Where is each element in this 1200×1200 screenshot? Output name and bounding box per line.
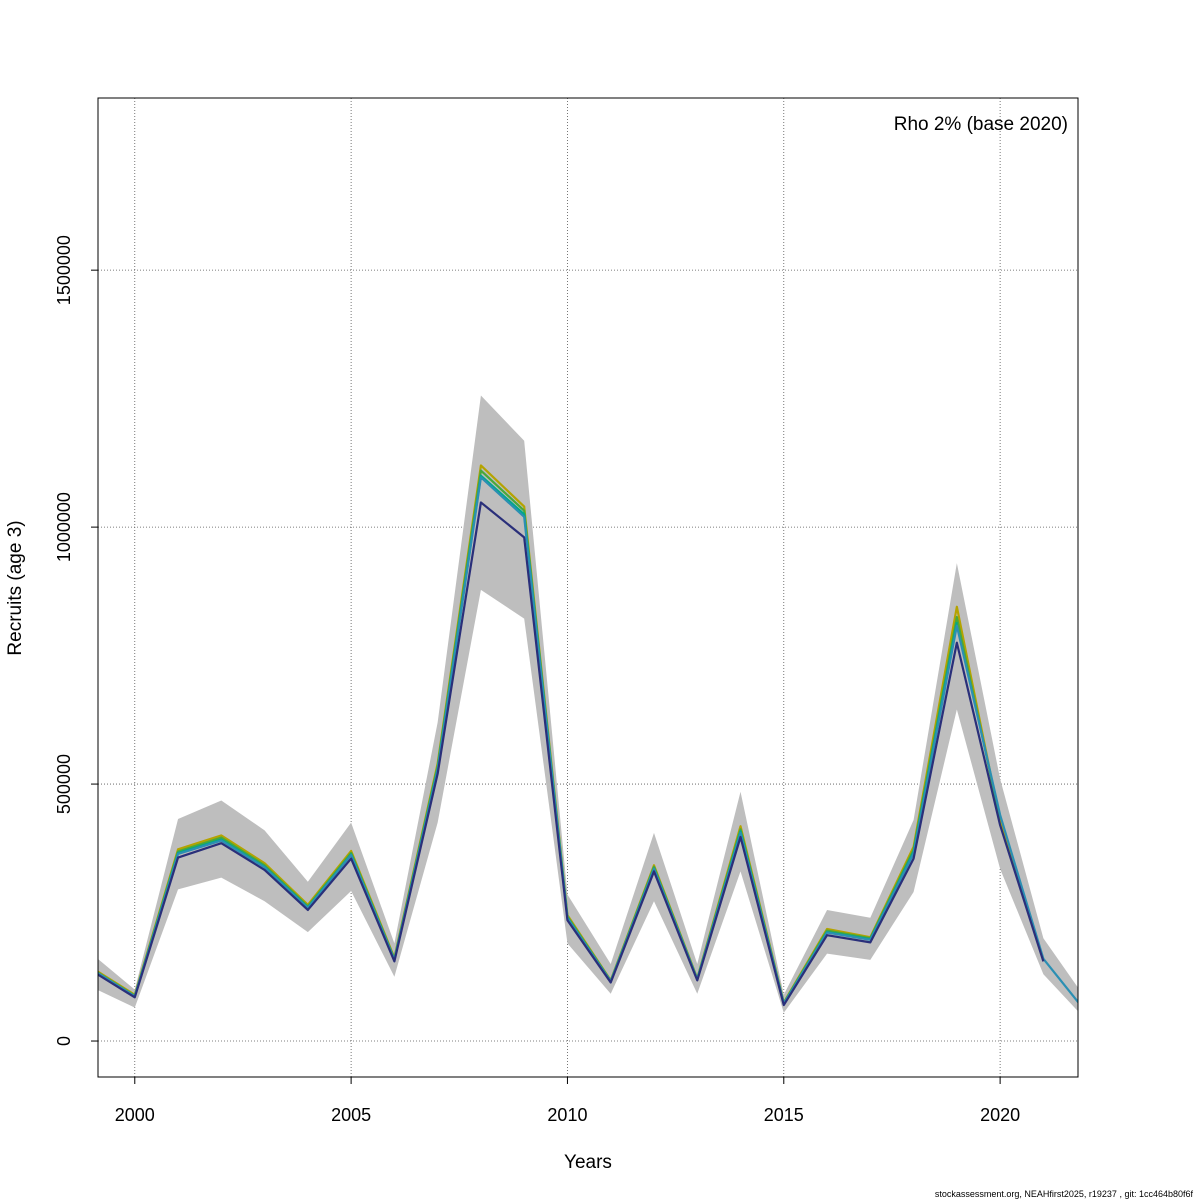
confidence-band-layer bbox=[98, 395, 1078, 1013]
y-tick-label: 0 bbox=[54, 1036, 74, 1046]
x-axis-title: Years bbox=[564, 1152, 612, 1173]
x-tick-label: 2010 bbox=[547, 1105, 587, 1125]
y-axis: 0 500000 1000000 1500000 bbox=[54, 235, 98, 1046]
x-axis: 2000 2005 2010 2015 2020 bbox=[115, 1077, 1020, 1125]
x-tick-label: 2015 bbox=[764, 1105, 804, 1125]
plot-frame bbox=[97, 97, 1079, 1078]
y-tick-label: 1000000 bbox=[54, 492, 74, 562]
grid-lines bbox=[98, 98, 1078, 1077]
x-tick-label: 2000 bbox=[115, 1105, 155, 1125]
y-axis-title: Recruits (age 3) bbox=[5, 520, 26, 655]
plot-annotation: Rho 2% (base 2020) bbox=[894, 114, 1068, 135]
y-tick-label: 1500000 bbox=[54, 235, 74, 305]
series-layer bbox=[98, 464, 1078, 1007]
x-tick-label: 2020 bbox=[980, 1105, 1020, 1125]
confidence-band bbox=[98, 395, 1078, 1013]
x-tick-label: 2005 bbox=[331, 1105, 371, 1125]
series-line-5 bbox=[98, 501, 1045, 1007]
y-tick-label: 500000 bbox=[54, 754, 74, 814]
footer-credit: stockassessment.org, NEAHfirst2025, r192… bbox=[935, 1189, 1194, 1199]
